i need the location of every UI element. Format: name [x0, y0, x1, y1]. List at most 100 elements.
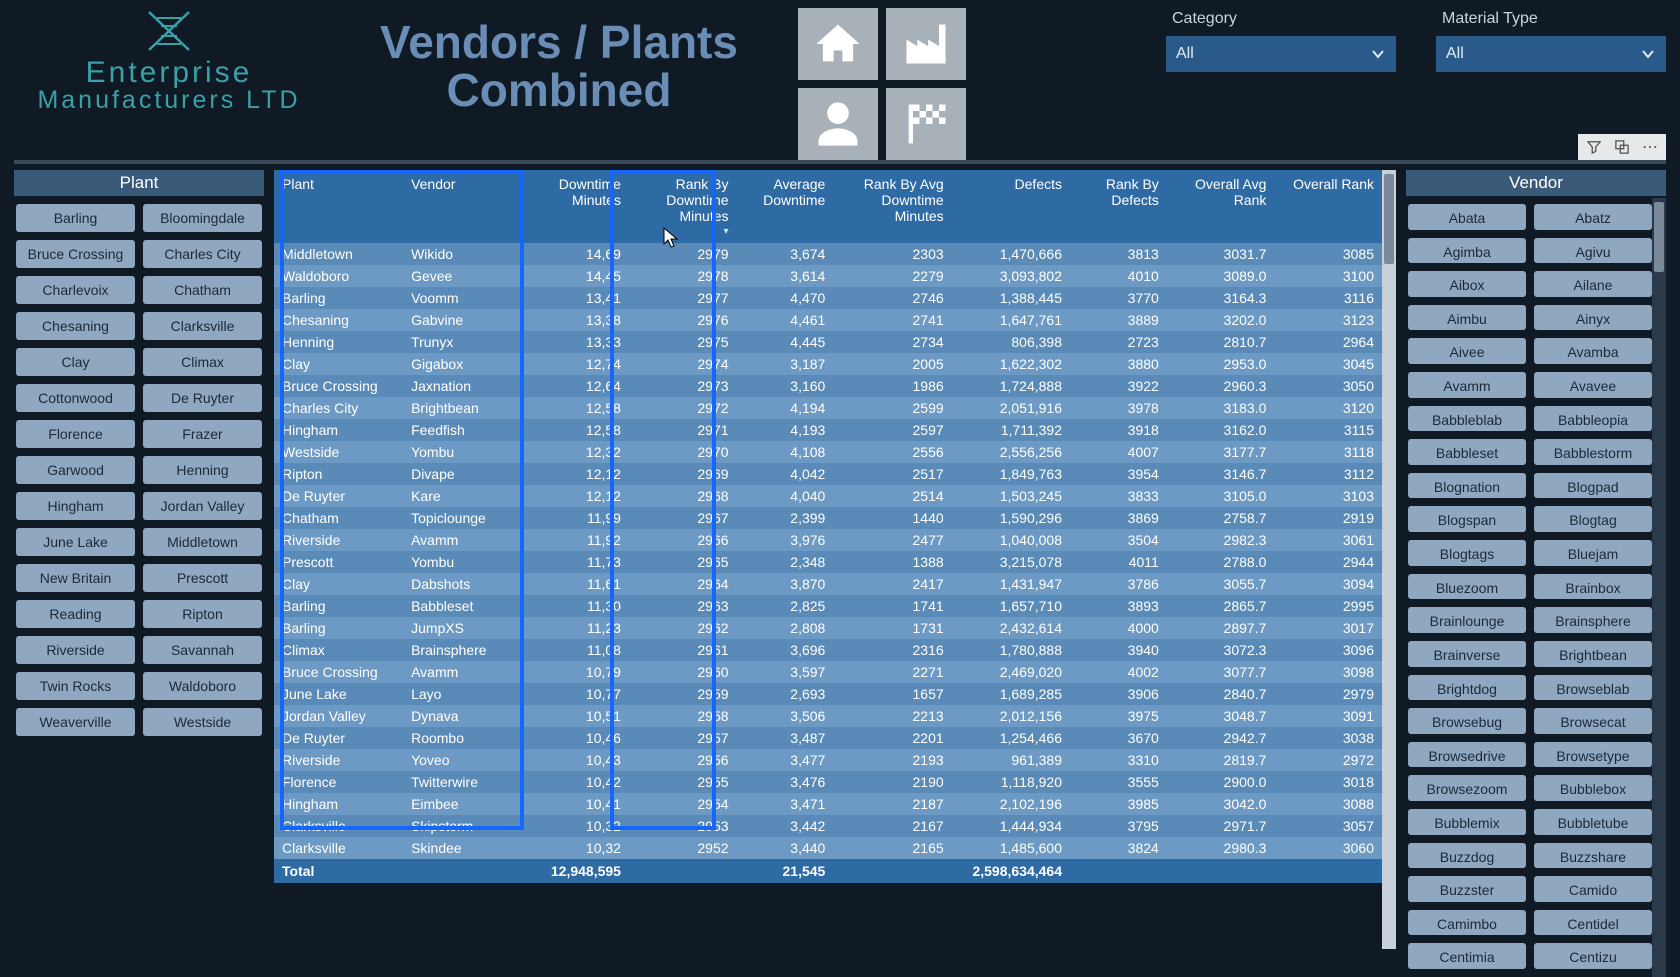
vendor-slicer-item[interactable]: Blogpad [1534, 473, 1652, 499]
table-row[interactable]: Bruce CrossingAvamm10,7929603,59722712,4… [274, 661, 1382, 683]
table-row[interactable]: ChathamTopiclounge11,9929672,39914401,59… [274, 507, 1382, 529]
vendor-slicer-item[interactable]: Babbleopia [1534, 406, 1652, 432]
column-header[interactable]: Plant [274, 170, 403, 243]
vendor-slicer-item[interactable]: Blognation [1408, 473, 1526, 499]
vendor-slicer-item[interactable]: Abatz [1534, 204, 1652, 230]
more-icon[interactable]: ⋯ [1638, 136, 1662, 158]
vendor-slicer-item[interactable]: Centizu [1534, 943, 1652, 969]
vendor-slicer-item[interactable]: Aimbu [1408, 305, 1526, 331]
vendor-slicer-item[interactable]: Bubblemix [1408, 809, 1526, 835]
vendor-slicer-item[interactable]: Browsecat [1534, 708, 1652, 734]
nav-home-button[interactable] [798, 8, 878, 80]
table-row[interactable]: HinghamFeedfish12,5829714,19325971,711,3… [274, 419, 1382, 441]
vendor-slicer-item[interactable]: Bubbletube [1534, 809, 1652, 835]
vendor-slicer-item[interactable]: Browsetype [1534, 742, 1652, 768]
plant-slicer-item[interactable]: Savannah [143, 636, 262, 664]
column-header[interactable]: Rank By Downtime Minutes▾ [629, 170, 737, 243]
column-header[interactable]: Rank By Defects [1070, 170, 1167, 243]
plant-slicer-item[interactable]: Ripton [143, 600, 262, 628]
table-row[interactable]: BarlingVoomm13,4129774,47027461,388,4453… [274, 287, 1382, 309]
vendor-slicer-item[interactable]: Blogtag [1534, 506, 1652, 532]
vendor-slicer-item[interactable]: Babbleset [1408, 439, 1526, 465]
table-row[interactable]: Jordan ValleyDynava10,5129583,50622132,0… [274, 705, 1382, 727]
plant-slicer-item[interactable]: Barling [16, 204, 135, 232]
table-row[interactable]: FlorenceTwitterwire10,4229553,47621901,1… [274, 771, 1382, 793]
filter-icon[interactable] [1582, 136, 1606, 158]
plant-slicer-item[interactable]: Chatham [143, 276, 262, 304]
table-row[interactable]: MiddletownWikido14,6929793,67423031,470,… [274, 243, 1382, 265]
vendor-slicer-item[interactable]: Bluezoom [1408, 574, 1526, 600]
column-header[interactable]: Defects [952, 170, 1070, 243]
vendor-slicer-item[interactable]: Brainlounge [1408, 607, 1526, 633]
vendor-slicer-item[interactable]: Aibox [1408, 271, 1526, 297]
vendor-slicer-item[interactable]: Brightdog [1408, 675, 1526, 701]
vendor-slicer-item[interactable]: Camimbo [1408, 910, 1526, 936]
table-row[interactable]: June LakeLayo10,7729592,69316571,689,285… [274, 683, 1382, 705]
table-row[interactable]: WaldoboroGevee14,4529783,61422793,093,80… [274, 265, 1382, 287]
table-row[interactable]: ClarksvilleSkipstorm10,3229533,44221671,… [274, 815, 1382, 837]
vendor-slicer-item[interactable]: Browsebug [1408, 708, 1526, 734]
column-header[interactable]: Downtime Minutes [532, 170, 629, 243]
vendor-slicer-item[interactable]: Bluejam [1534, 540, 1652, 566]
vendor-slicer-item[interactable]: Brainbox [1534, 574, 1652, 600]
vendor-slicer-item[interactable]: Camido [1534, 876, 1652, 902]
vendor-slicer-item[interactable]: Ainyx [1534, 305, 1652, 331]
vendor-slicer-item[interactable]: Buzzshare [1534, 843, 1652, 869]
vendor-slicer-item[interactable]: Brainverse [1408, 641, 1526, 667]
plant-slicer-item[interactable]: Clarksville [143, 312, 262, 340]
plant-slicer-item[interactable]: Chesaning [16, 312, 135, 340]
table-scrollbar[interactable] [1382, 170, 1396, 949]
vendor-slicer-item[interactable]: Ailane [1534, 271, 1652, 297]
table-row[interactable]: BarlingBabbleset11,3029632,82517411,657,… [274, 595, 1382, 617]
plant-slicer-item[interactable]: Garwood [16, 456, 135, 484]
nav-factory-button[interactable] [886, 8, 966, 80]
plant-slicer-item[interactable]: Twin Rocks [16, 672, 135, 700]
table-row[interactable]: PrescottYombu11,7329652,34813883,215,078… [274, 551, 1382, 573]
plant-slicer-item[interactable]: Reading [16, 600, 135, 628]
nav-user-button[interactable] [798, 88, 878, 160]
vendor-slicer-item[interactable]: Bubblebox [1534, 775, 1652, 801]
table-row[interactable]: ClarksvilleSkindee10,3229523,44021651,48… [274, 837, 1382, 859]
table-row[interactable]: HenningTrunyx13,3329754,4452734806,39827… [274, 331, 1382, 353]
vendor-scroll-thumb[interactable] [1654, 202, 1664, 272]
plant-slicer-item[interactable]: Weaverville [16, 708, 135, 736]
plant-slicer-item[interactable]: Clay [16, 348, 135, 376]
plant-slicer-item[interactable]: Middletown [143, 528, 262, 556]
column-header[interactable]: Overall Rank [1274, 170, 1382, 243]
category-dropdown[interactable]: All [1166, 36, 1396, 72]
plant-slicer-item[interactable]: Jordan Valley [143, 492, 262, 520]
material-dropdown[interactable]: All [1436, 36, 1666, 72]
table-row[interactable]: Bruce CrossingJaxnation12,6429733,160198… [274, 375, 1382, 397]
plant-slicer-item[interactable]: Riverside [16, 636, 135, 664]
plant-slicer-item[interactable]: Hingham [16, 492, 135, 520]
table-row[interactable]: BarlingJumpXS11,2329622,80817312,432,614… [274, 617, 1382, 639]
column-header[interactable]: Average Downtime [737, 170, 834, 243]
vendor-slicer-item[interactable]: Avavee [1534, 372, 1652, 398]
vendor-slicer-item[interactable]: Aivee [1408, 338, 1526, 364]
table-row[interactable]: ClimaxBrainsphere11,0829613,69623161,780… [274, 639, 1382, 661]
plant-slicer-item[interactable]: Florence [16, 420, 135, 448]
plant-slicer-item[interactable]: Charles City [143, 240, 262, 268]
vendor-slicer-item[interactable]: Avamba [1534, 338, 1652, 364]
vendor-slicer-item[interactable]: Babbleblab [1408, 406, 1526, 432]
table-row[interactable]: HinghamEimbee10,4129543,47121872,102,196… [274, 793, 1382, 815]
plant-slicer-item[interactable]: Bruce Crossing [16, 240, 135, 268]
vendor-slicer-item[interactable]: Browsedrive [1408, 742, 1526, 768]
column-header[interactable]: Overall Avg Rank [1167, 170, 1275, 243]
vendor-slicer-item[interactable]: Blogtags [1408, 540, 1526, 566]
plant-slicer-item[interactable]: Prescott [143, 564, 262, 592]
vendor-slicer-item[interactable]: Browsezoom [1408, 775, 1526, 801]
vendor-slicer-item[interactable]: Avamm [1408, 372, 1526, 398]
vendor-scrollbar[interactable] [1652, 198, 1666, 977]
table-row[interactable]: ClayGigabox12,7429743,18720051,622,30238… [274, 353, 1382, 375]
plant-slicer-item[interactable]: Henning [143, 456, 262, 484]
vendor-slicer-item[interactable]: Centidel [1534, 910, 1652, 936]
column-header[interactable]: Vendor [403, 170, 532, 243]
nav-flag-button[interactable] [886, 88, 966, 160]
vendor-slicer-item[interactable]: Blogspan [1408, 506, 1526, 532]
vendor-slicer-item[interactable]: Browseblab [1534, 675, 1652, 701]
table-row[interactable]: RiptonDivape12,1229694,04225171,849,7633… [274, 463, 1382, 485]
focus-icon[interactable] [1610, 136, 1634, 158]
vendor-slicer-item[interactable]: Agivu [1534, 238, 1652, 264]
plant-slicer-item[interactable]: Bloomingdale [143, 204, 262, 232]
